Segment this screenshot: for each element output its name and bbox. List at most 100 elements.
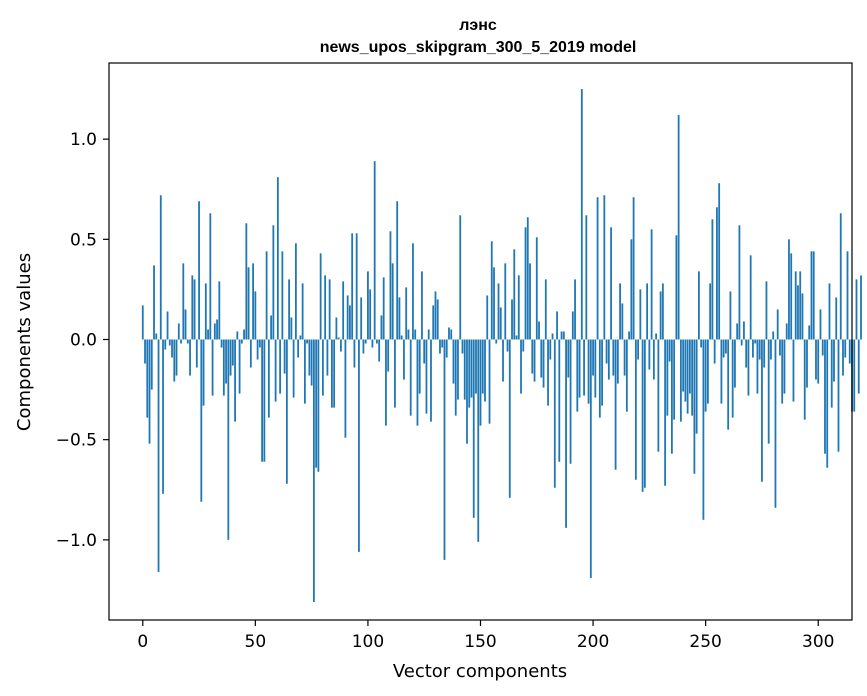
bar bbox=[276, 177, 279, 340]
bar bbox=[213, 323, 216, 340]
bar bbox=[643, 339, 646, 488]
bar bbox=[598, 339, 601, 418]
bar bbox=[833, 339, 835, 382]
bar bbox=[513, 249, 516, 340]
bar bbox=[303, 339, 306, 404]
bar bbox=[704, 339, 707, 412]
bar bbox=[261, 339, 263, 462]
bar bbox=[652, 339, 655, 380]
bar bbox=[380, 315, 383, 340]
bar bbox=[781, 339, 784, 404]
bar bbox=[484, 339, 486, 402]
bar bbox=[682, 339, 685, 392]
y-tick-label: 0.0 bbox=[70, 330, 97, 350]
bar bbox=[400, 335, 403, 340]
bar bbox=[855, 279, 858, 340]
bar bbox=[162, 339, 164, 494]
bar bbox=[243, 329, 245, 340]
bar bbox=[725, 339, 727, 354]
bar bbox=[346, 295, 349, 340]
bar bbox=[535, 237, 538, 340]
bars-group bbox=[141, 89, 862, 602]
bar bbox=[421, 271, 423, 340]
bar bbox=[164, 339, 167, 350]
bar bbox=[628, 331, 630, 340]
bar bbox=[252, 263, 254, 340]
bar bbox=[186, 339, 189, 344]
bar bbox=[171, 339, 173, 358]
bar bbox=[565, 339, 567, 528]
bar bbox=[779, 339, 781, 356]
bar bbox=[177, 323, 180, 340]
bar bbox=[148, 339, 151, 444]
bar bbox=[211, 339, 214, 396]
bar bbox=[430, 339, 432, 422]
bar bbox=[675, 235, 678, 340]
bar bbox=[324, 275, 327, 340]
bar bbox=[193, 279, 196, 340]
bar bbox=[454, 339, 457, 416]
bar bbox=[531, 339, 534, 374]
bar bbox=[722, 339, 725, 358]
bar bbox=[360, 297, 363, 340]
bar bbox=[792, 339, 795, 402]
x-axis-label: Vector components bbox=[393, 661, 567, 682]
bar bbox=[747, 339, 750, 396]
bar bbox=[153, 265, 155, 340]
bar bbox=[803, 339, 806, 420]
bar bbox=[439, 339, 441, 354]
bar bbox=[650, 229, 653, 340]
bar bbox=[799, 271, 802, 340]
y-tick-label: 0.5 bbox=[70, 230, 97, 250]
bar bbox=[567, 339, 570, 378]
bar bbox=[294, 243, 297, 340]
x-tick-label: 150 bbox=[464, 632, 496, 652]
bar bbox=[592, 339, 594, 376]
bar bbox=[394, 339, 396, 408]
bar bbox=[560, 331, 563, 340]
bar bbox=[340, 339, 342, 352]
bar bbox=[141, 305, 144, 340]
bar bbox=[544, 279, 547, 340]
bar bbox=[783, 339, 786, 394]
bar bbox=[240, 339, 243, 344]
bar bbox=[385, 339, 387, 426]
bar bbox=[749, 255, 752, 340]
bar bbox=[839, 213, 842, 340]
bar bbox=[409, 339, 412, 416]
bar bbox=[306, 339, 309, 344]
bar bbox=[610, 227, 612, 340]
bar bbox=[844, 339, 847, 358]
bar bbox=[310, 339, 313, 386]
bar bbox=[625, 339, 628, 412]
chart-title: лэнс bbox=[459, 17, 497, 34]
bar bbox=[571, 311, 574, 340]
bar bbox=[580, 89, 583, 340]
bar bbox=[369, 289, 372, 340]
bar bbox=[702, 339, 705, 520]
bar bbox=[403, 339, 405, 380]
bar bbox=[502, 339, 504, 382]
bar bbox=[713, 339, 716, 364]
bar bbox=[337, 337, 340, 340]
bar bbox=[668, 339, 671, 362]
bar bbox=[794, 271, 797, 340]
bar bbox=[146, 339, 149, 418]
y-tick-label: −0.5 bbox=[56, 431, 97, 451]
bar bbox=[562, 331, 565, 340]
bar bbox=[279, 339, 282, 394]
bar bbox=[362, 339, 365, 354]
bar bbox=[227, 339, 230, 540]
bar bbox=[700, 339, 703, 348]
bar bbox=[556, 311, 558, 340]
bar bbox=[632, 197, 635, 340]
bar bbox=[763, 339, 766, 368]
bar bbox=[209, 213, 212, 340]
bar bbox=[301, 283, 304, 340]
bar bbox=[477, 339, 480, 542]
bar bbox=[499, 307, 502, 340]
bar bbox=[808, 325, 811, 340]
bar bbox=[621, 303, 624, 340]
bar bbox=[790, 253, 793, 340]
